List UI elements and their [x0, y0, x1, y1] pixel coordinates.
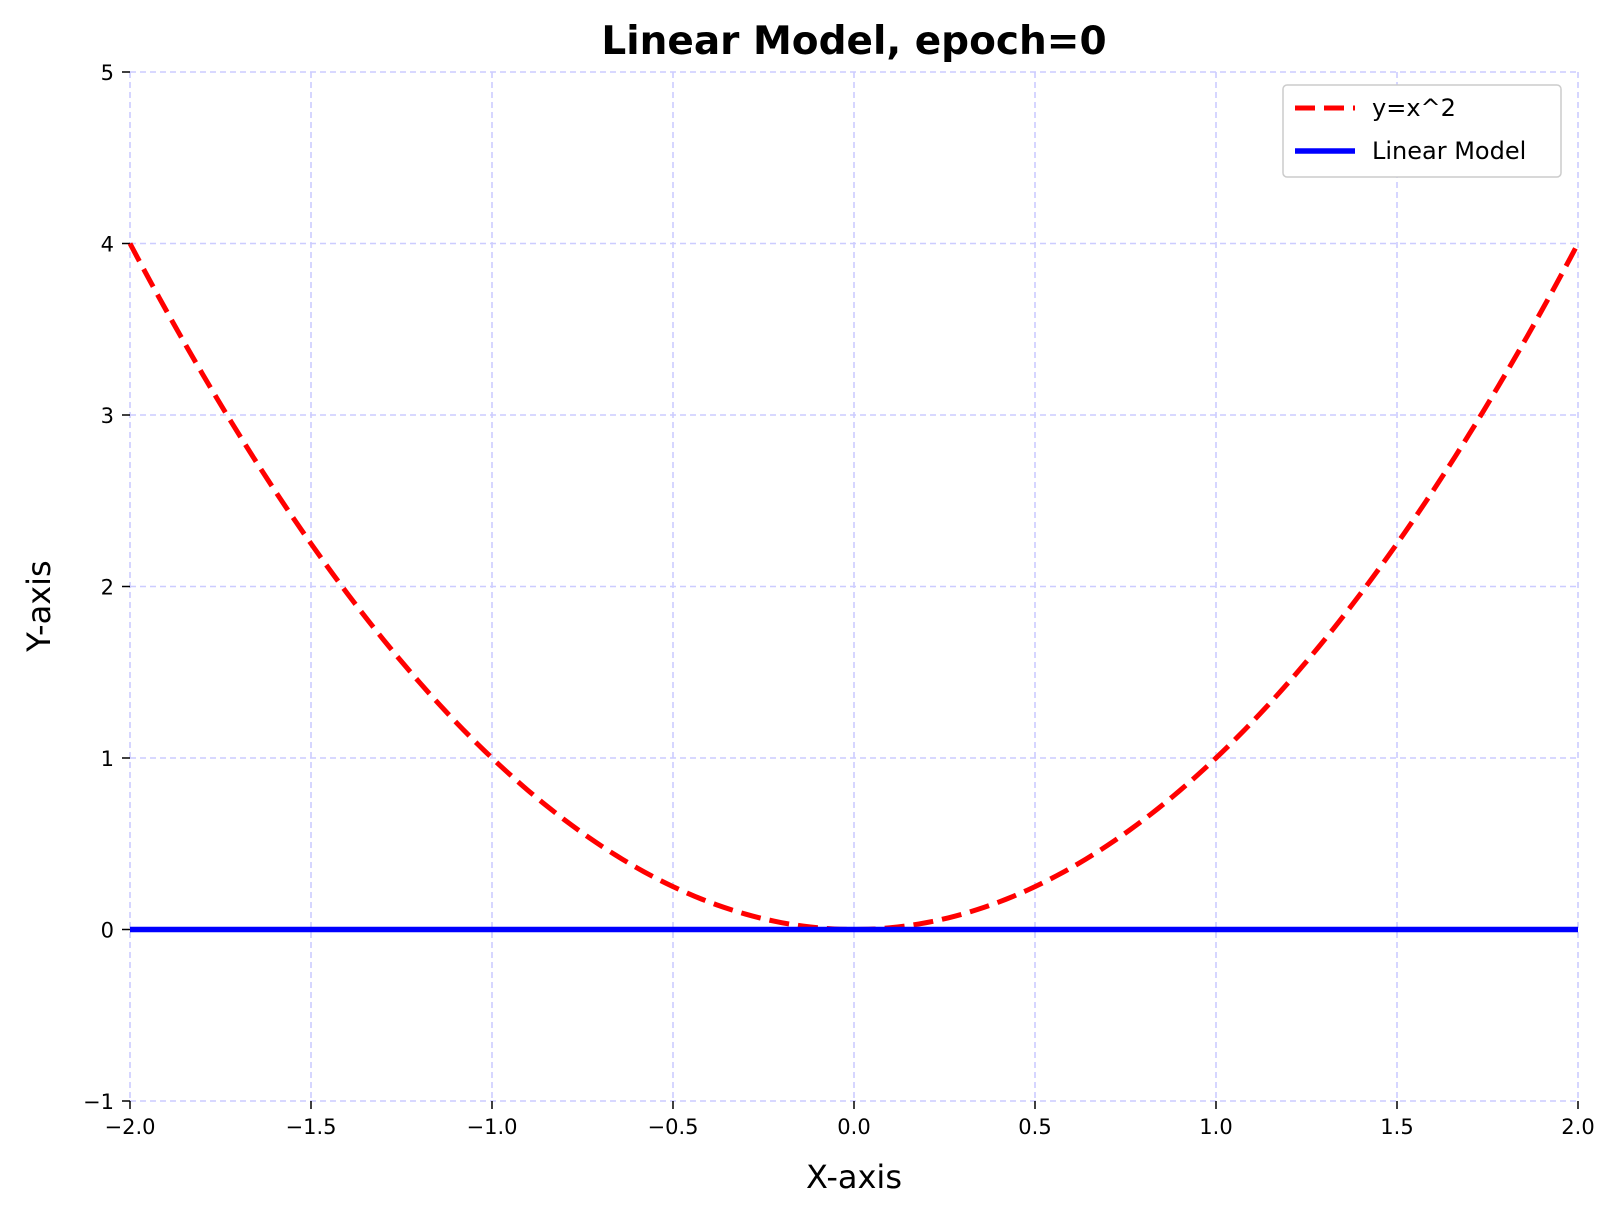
x-tick-label: 0.5	[1018, 1115, 1051, 1139]
x-tick-label: −0.5	[648, 1115, 699, 1139]
series-quadratic-line	[127, 242, 1581, 933]
legend: y=x^2 Linear Model	[1282, 84, 1562, 178]
y-tick-label: 0	[101, 919, 114, 943]
x-tick-label: 0.0	[837, 1115, 870, 1139]
y-tick-label: 5	[101, 61, 114, 85]
grid	[129, 71, 1579, 1102]
legend-frame	[1282, 84, 1562, 178]
x-tick-label: 2.0	[1561, 1115, 1594, 1139]
legend-label-quadratic: y=x^2	[1372, 94, 1456, 122]
x-tick-label: 1.5	[1380, 1115, 1413, 1139]
plot-lines	[127, 242, 1581, 933]
x-axis-label: X-axis	[806, 1158, 902, 1196]
x-tick-label: −1.0	[467, 1115, 518, 1139]
x-tick-label: −1.5	[286, 1115, 337, 1139]
y-tick-label: 1	[101, 747, 114, 771]
y-tick-label: −1	[83, 1090, 114, 1114]
y-tick-label: 3	[101, 404, 114, 428]
y-tick-label: 2	[101, 576, 114, 600]
y-axis-label: Y-axis	[20, 560, 58, 652]
y-tick-label: 4	[101, 233, 114, 257]
legend-label-linear-model: Linear Model	[1372, 137, 1526, 165]
axes: −2.0 −1.5 −1.0 −0.5 0.0 0.5 1.0 1.5 2.0 −1 0 1 2 3 4 5	[83, 61, 1595, 1139]
x-tick-label: −2.0	[105, 1115, 156, 1139]
x-tick-label: 1.0	[1199, 1115, 1232, 1139]
chart-title: Linear Model, epoch=0	[601, 19, 1106, 64]
